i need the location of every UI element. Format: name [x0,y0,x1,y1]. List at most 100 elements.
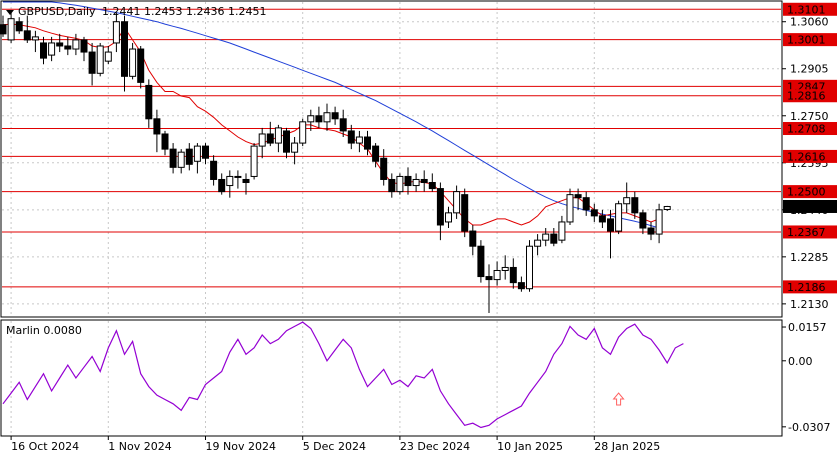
candle-body-bull [307,115,315,123]
candle [355,130,363,153]
candle [48,36,56,62]
candle [266,121,274,147]
candle [404,167,412,195]
candle [72,33,80,56]
candle [364,130,371,156]
candle-body-bull [453,191,461,214]
candle [56,33,64,53]
candle [372,143,380,168]
ma-slow-line [3,1,660,229]
candle-body-bear [266,133,274,144]
candle-body-bull [526,245,533,290]
candle-body-bear [477,245,485,278]
candle [299,118,307,147]
level-label: 1.2816 [787,90,826,103]
candle-body-bull [112,21,120,44]
candle-body-bull [48,42,56,56]
y-tick-label: 1.2130 [790,298,829,311]
candle-body-bull [193,145,201,162]
x-tick-label: 28 Jan 2025 [594,440,660,453]
level-label-box [783,149,837,163]
candle-body-bear [639,212,647,229]
candle-body-bull [396,175,404,193]
candle-body-bull [501,266,509,271]
candle [647,221,655,241]
level-label-box [783,33,837,47]
x-tick-label: 16 Oct 2024 [11,440,79,453]
ma-fast-line [2,23,660,226]
candle-body-bull [226,175,234,187]
level-label: 1.2186 [787,281,826,294]
level-label-box [783,89,837,103]
ohlc-values: 1.2441 1.2453 1.2436 1.2451 [102,5,266,18]
candle-body-bear [436,188,444,226]
price-pane-frame [0,0,783,318]
candle-body-bull [663,205,671,211]
candle [64,36,72,56]
candle-body-bull [258,133,266,147]
candle [485,264,493,313]
candle-body-bear [517,282,525,290]
candle-body-bear [582,197,590,211]
candle [615,200,623,235]
candle [396,173,404,195]
candle [0,15,7,37]
candle [177,149,185,174]
candle-body-bear [420,178,428,184]
candle-body-bear [242,178,250,184]
candle-body-bull [72,39,80,50]
candle-body-bear [210,160,218,180]
candle [590,203,598,222]
candle-body-bear [331,112,339,120]
price-axis: 1.30601.29051.27501.25951.24401.22851.21… [782,16,829,311]
candle [226,170,234,198]
candle-body-bull [445,212,452,223]
candle [234,170,242,189]
candle [121,15,128,92]
candle-body-bull [655,209,663,235]
candle-body-bull [250,145,258,177]
candle [104,45,112,65]
level-labels: 1.31011.30011.28471.28161.27081.26161.25… [783,2,837,294]
candlesticks [0,12,671,313]
candle-body-bear [550,233,558,244]
candle [501,255,509,280]
y-tick-label: 1.3060 [790,16,829,29]
candle-body-bear [364,136,371,150]
candle-body-bear [40,42,47,59]
y-tick-label: 1.2905 [790,63,829,76]
candle-body-bear [0,24,7,35]
candle [623,182,631,213]
candle [137,45,145,89]
candle-body-bear [153,118,161,135]
candle [517,276,525,292]
candle-body-bear [631,197,639,214]
candle [663,205,671,212]
candle-body-bull [274,127,282,144]
candle-body-bear [404,175,412,187]
candle [574,188,582,210]
symbol-label: GBPUSD,Daily [18,5,96,18]
candle-body-bear [121,21,128,77]
level-label-box [783,2,837,16]
current-price-box [783,199,837,213]
candle-body-bull [104,51,112,62]
candle [542,228,550,247]
y-tick-label: 1.2750 [790,110,829,123]
candle [550,228,558,247]
candle [631,191,639,219]
triangle-down-icon[interactable] [6,10,14,15]
candle [315,106,323,128]
candle-body-bear [647,227,655,235]
candle [202,143,209,165]
candle-body-bear [145,84,153,120]
candle-body-bear [509,266,517,284]
candle [112,12,120,53]
candle [477,240,485,283]
candle [380,149,388,186]
candle-body-bear [485,276,493,281]
level-label-box [783,122,837,136]
candle-body-bear [169,148,177,168]
x-tick-label: 23 Dec 2024 [400,440,470,453]
